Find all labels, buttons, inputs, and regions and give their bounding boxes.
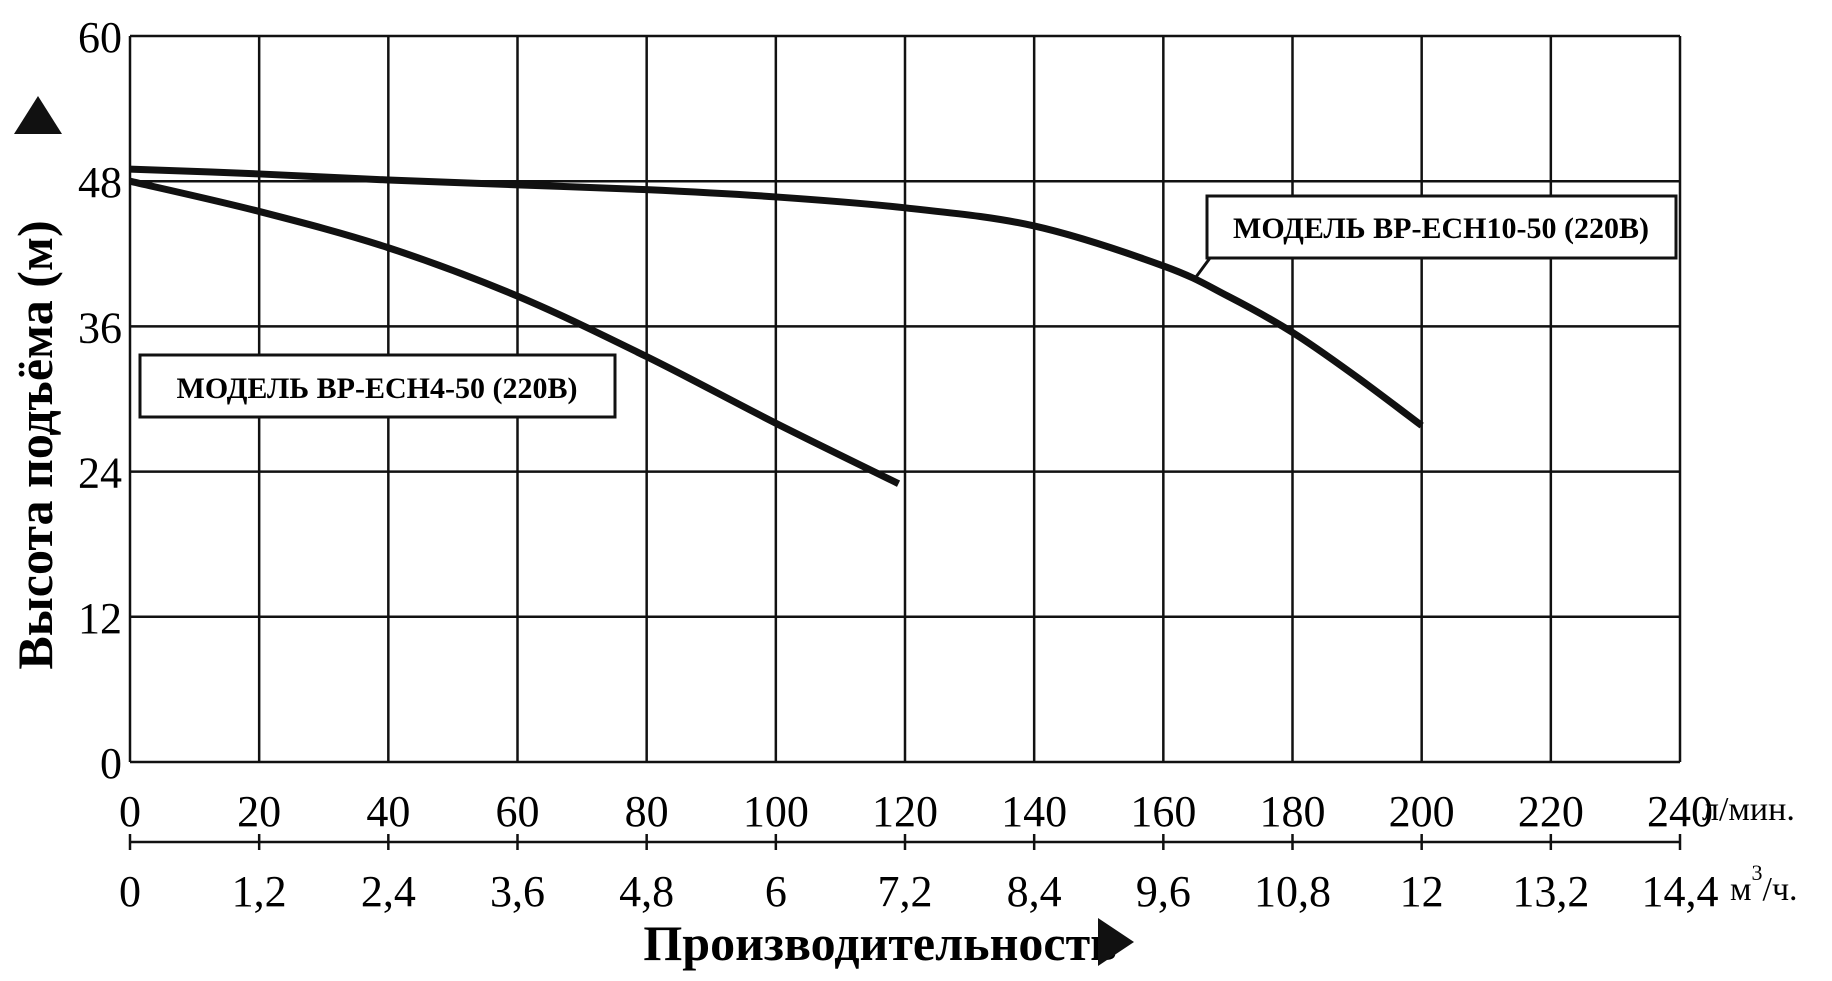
y-tick-label: 60 xyxy=(78,13,122,62)
x-secondary-tick-label: 0 xyxy=(119,867,141,916)
x-tick-label: 240 xyxy=(1647,787,1713,836)
x-tick-label: 180 xyxy=(1260,787,1326,836)
x-unit-primary: л/мин. xyxy=(1702,791,1795,828)
x-secondary-tick-label: 12 xyxy=(1400,867,1444,916)
x-tick-label: 100 xyxy=(743,787,809,836)
grid xyxy=(128,34,1682,850)
series-curve-1 xyxy=(129,177,901,487)
series-label-box-2 xyxy=(1205,194,1678,260)
x-secondary-tick-label: 7,2 xyxy=(878,867,933,916)
x-tick-label: 160 xyxy=(1130,787,1196,836)
x-secondary-tick-label: 14,4 xyxy=(1642,867,1719,916)
x-axis-title: Производительность xyxy=(643,915,1116,971)
x-tick-label: 40 xyxy=(366,787,410,836)
x-secondary-tick-label: 6 xyxy=(765,867,787,916)
x-unit-secondary-base: м xyxy=(1730,871,1752,908)
y-axis-title: Высота подъёма (м) xyxy=(7,220,63,669)
x-tick-label: 60 xyxy=(496,787,540,836)
x-secondary-tick-label: 4,8 xyxy=(619,867,674,916)
series-labels: МОДЕЛЬ BP-ECH4-50 (220B) МОДЕЛЬ BP-ECH10… xyxy=(138,194,1678,419)
y-tick-label: 48 xyxy=(78,158,122,207)
x-secondary-tick-label: 8,4 xyxy=(1007,867,1062,916)
series-curves xyxy=(129,165,1424,487)
x-secondary-tick-label: 13,2 xyxy=(1512,867,1589,916)
series-label-box-1 xyxy=(138,353,617,419)
x-secondary-tick-label: 1,2 xyxy=(232,867,287,916)
series-label-leader-2 xyxy=(1194,257,1212,278)
y-axis-arrow-icon xyxy=(14,96,62,134)
series-label-1: МОДЕЛЬ BP-ECH4-50 (220B) xyxy=(177,372,578,405)
x-tick-label: 220 xyxy=(1518,787,1584,836)
x-tick-label: 20 xyxy=(237,787,281,836)
y-tick-label: 24 xyxy=(78,449,122,498)
y-tick-label: 12 xyxy=(78,594,122,643)
x-axis-arrow-icon xyxy=(1098,918,1134,966)
x-tick-label: 120 xyxy=(872,787,938,836)
x-unit-secondary: м3/ч. xyxy=(1730,860,1798,908)
y-tick-label: 0 xyxy=(100,739,122,788)
x-secondary-tick-label: 10,8 xyxy=(1254,867,1331,916)
x-secondary-tick-label: 2,4 xyxy=(361,867,416,916)
x-unit-secondary-sup: 3 xyxy=(1752,860,1763,885)
x-tick-label: 80 xyxy=(625,787,669,836)
series-curve-2 xyxy=(129,165,1424,429)
x-tick-label: 200 xyxy=(1389,787,1455,836)
x-tick-label: 140 xyxy=(1001,787,1067,836)
x-secondary-tick-label: 9,6 xyxy=(1136,867,1191,916)
x-secondary-tick-label: 3,6 xyxy=(490,867,545,916)
x-unit-secondary-rest: /ч. xyxy=(1763,871,1798,908)
series-label-2: МОДЕЛЬ BP-ECH10-50 (220B) xyxy=(1233,212,1649,245)
x-tick-label: 0 xyxy=(119,787,141,836)
y-tick-label: 36 xyxy=(78,303,122,352)
